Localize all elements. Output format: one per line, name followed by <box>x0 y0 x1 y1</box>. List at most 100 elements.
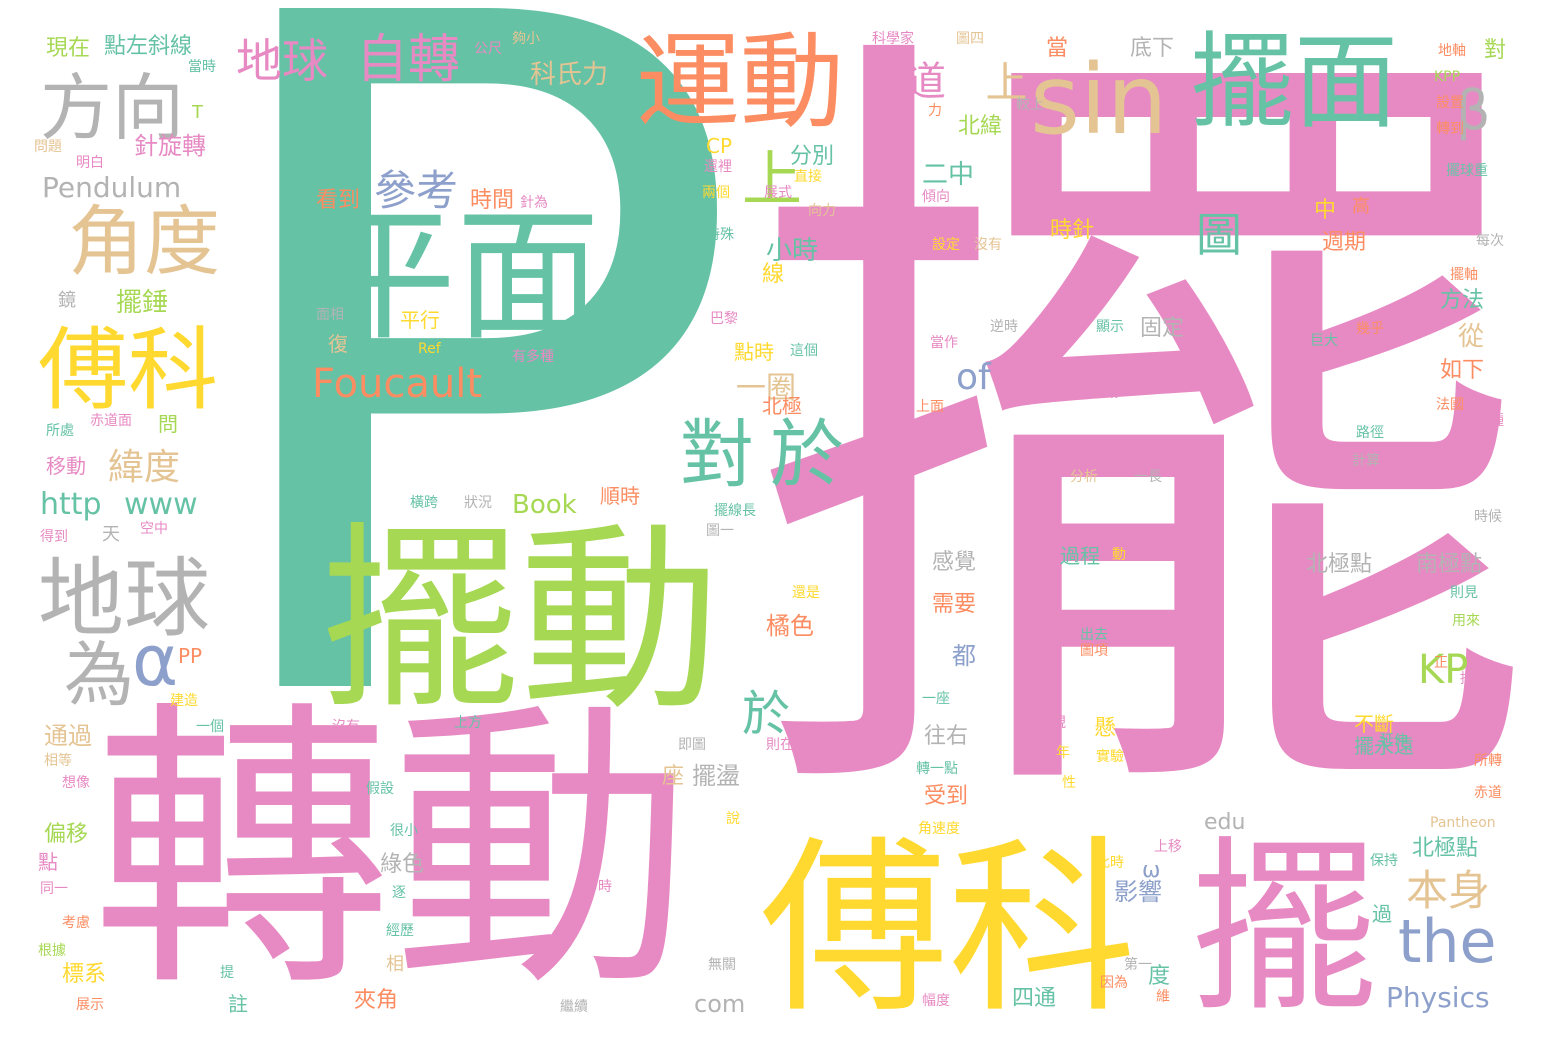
word: P <box>188 0 749 906</box>
word: 力 <box>928 103 942 119</box>
word: 當作 <box>930 335 958 351</box>
word: 考慮 <box>62 915 90 931</box>
word: Foucault <box>312 361 483 407</box>
word: 平面 <box>312 192 601 360</box>
word: 點時 <box>734 340 774 364</box>
word: www <box>124 487 198 522</box>
word: 較上 <box>1016 97 1044 113</box>
word: 性 <box>1062 775 1076 791</box>
word: 為 <box>64 634 134 716</box>
word: 運動 <box>636 21 845 143</box>
word: 向力 <box>808 203 836 219</box>
word: 座 <box>662 764 685 789</box>
word: 科學家 <box>872 31 914 47</box>
word: 小時 <box>766 236 819 266</box>
word: 實驗 <box>1096 749 1124 765</box>
word: Ref <box>418 341 441 357</box>
word: 赤道面 <box>90 413 132 429</box>
word: 轉一點 <box>916 761 958 777</box>
word: 地球 <box>38 549 210 649</box>
word: 計算 <box>1352 453 1380 469</box>
word: 問 <box>158 412 178 436</box>
word: 綠色 <box>380 852 425 877</box>
word: 感覺 <box>932 550 977 575</box>
word: 標系 <box>62 962 107 987</box>
word: 本身 <box>1406 866 1491 915</box>
word: 直接 <box>794 169 822 185</box>
word: 平行 <box>400 308 440 332</box>
word: 方向 <box>40 66 185 150</box>
word: 則在 <box>766 737 794 753</box>
word: 傾向 <box>922 189 950 205</box>
word: 角速度 <box>918 821 960 837</box>
word: 還 <box>678 145 692 161</box>
word: 明白 <box>76 155 104 171</box>
word: 赤道 <box>866 59 946 105</box>
word: 擺盪 <box>692 762 740 790</box>
word: 巨大 <box>1310 333 1338 349</box>
word: 時候 <box>1474 509 1502 525</box>
word: 對 <box>680 412 754 498</box>
word: 相等 <box>44 753 72 769</box>
word: 得到 <box>40 529 68 545</box>
word: 赤道 <box>1474 785 1502 801</box>
word: 傅科 <box>760 820 1136 1039</box>
word: 方法 <box>1440 288 1485 313</box>
word: 擺錘 <box>116 288 169 318</box>
word: 展示 <box>76 997 104 1013</box>
word: 底下 <box>1130 36 1175 61</box>
word: 有多種 <box>512 349 554 365</box>
word: 還裡 <box>704 159 732 175</box>
word: 應角 <box>1180 373 1208 389</box>
word: 南極點 <box>1416 552 1483 577</box>
word: 第一 <box>1124 957 1152 973</box>
word: 北極點 <box>1306 552 1373 577</box>
word: 往右 <box>924 724 969 749</box>
word: 神殿 <box>1090 385 1118 401</box>
word: 中 <box>1314 198 1337 223</box>
word: 於 <box>742 686 791 742</box>
word: 年 <box>1056 745 1070 761</box>
word: 科氏力 <box>530 60 609 90</box>
word: 擺線長 <box>714 503 756 519</box>
word: 度 <box>1148 964 1171 989</box>
word: 提 <box>220 965 234 981</box>
word: 即圖 <box>678 737 706 753</box>
word: 移動 <box>46 454 86 478</box>
word: 時間 <box>470 188 515 213</box>
word: 路徑 <box>1356 425 1384 441</box>
word: 固定 <box>1140 316 1185 341</box>
word: 復 <box>328 332 348 356</box>
word: CP <box>706 134 733 158</box>
word: 顯示 <box>1096 319 1124 335</box>
word: 自轉 <box>356 30 461 90</box>
word: 二中 <box>922 160 975 190</box>
word: 角度 <box>68 197 220 286</box>
word: 點 <box>38 850 58 874</box>
word: 看到 <box>316 188 361 213</box>
word: 狀況 <box>464 495 492 511</box>
word: 參考 <box>374 166 459 215</box>
word: 傅科 <box>38 318 218 423</box>
word: 都 <box>952 642 976 670</box>
word: 假設 <box>366 781 394 797</box>
word: 擺面 <box>1190 21 1399 143</box>
word: com <box>694 990 746 1018</box>
word: Physics <box>1386 981 1490 1014</box>
word: 擺永遠 <box>1354 734 1414 758</box>
word: 北緯 <box>958 114 1003 139</box>
word: http <box>40 487 102 522</box>
word: 幅度 <box>922 993 950 1009</box>
word: 分析 <box>1070 469 1098 485</box>
word: 圖項 <box>1080 643 1108 659</box>
word: 影響 <box>1114 878 1162 906</box>
word: 上面 <box>916 399 944 415</box>
word: 正 <box>1434 655 1448 671</box>
word: 所處 <box>46 423 74 439</box>
word: 圖一 <box>706 523 734 539</box>
word: 線 <box>762 262 785 287</box>
word: 週期 <box>1322 230 1367 255</box>
word: Pendulum <box>42 171 182 204</box>
word: 根據 <box>38 943 66 959</box>
word: 逐 <box>392 885 406 901</box>
